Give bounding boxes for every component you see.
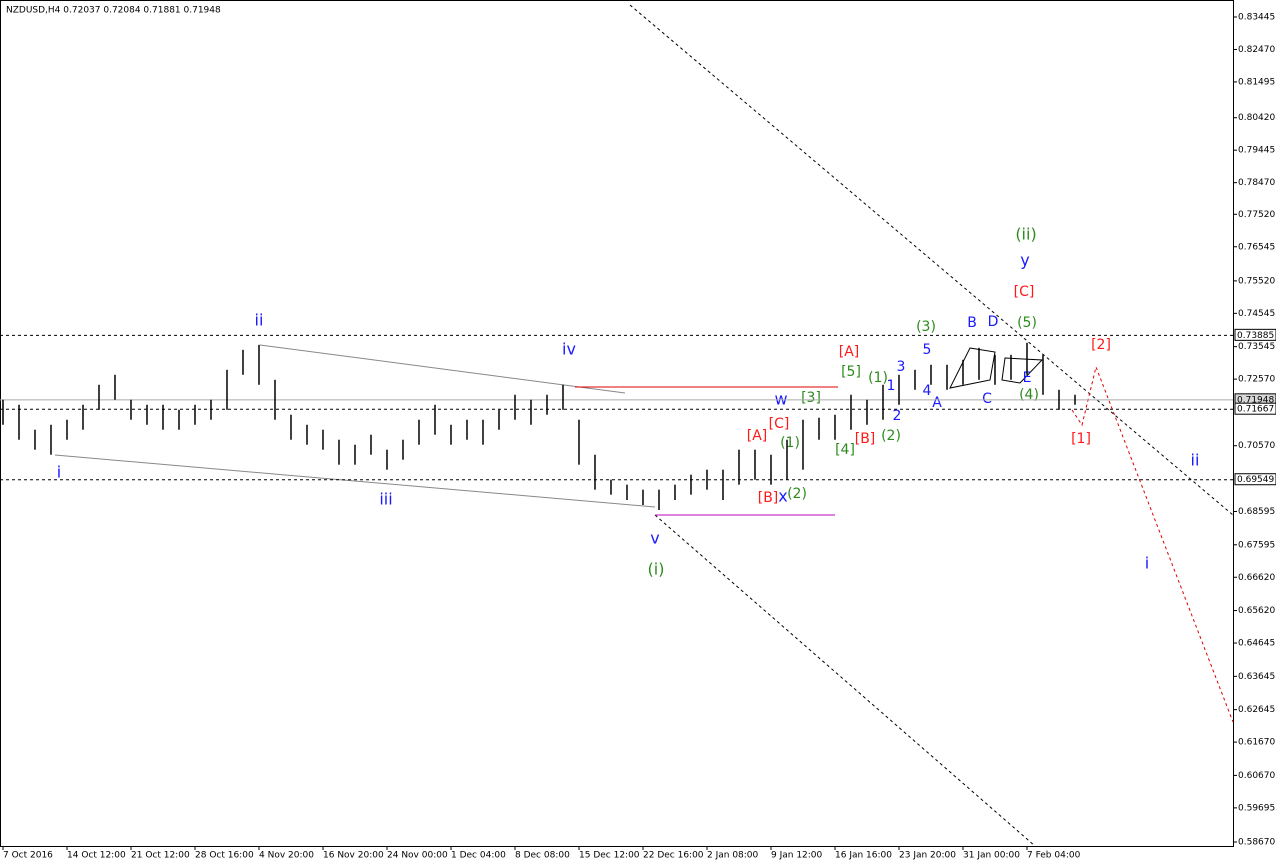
- y-tick-label: 0.62645: [1238, 705, 1275, 715]
- wave-label: 4: [923, 383, 932, 399]
- y-tick-label: 0.61670: [1238, 738, 1275, 748]
- level-label: 0.71667: [1237, 405, 1274, 415]
- wave-label: [5]: [841, 364, 861, 380]
- x-tick-label: 22 Dec 16:00: [643, 851, 704, 861]
- wave-label: i: [1145, 554, 1149, 573]
- wave-label: E: [1023, 370, 1032, 386]
- y-tick-label: 0.68595: [1238, 507, 1275, 517]
- chart-title: NZDUSD,H4 0.72037 0.72084 0.71881 0.7194…: [6, 6, 221, 16]
- level-box: [1234, 328, 1276, 341]
- wave-label: i: [57, 463, 61, 482]
- y-tick-label: 0.80420: [1238, 113, 1275, 123]
- y-tick-label: 0.78470: [1238, 178, 1275, 188]
- wave-label: (4): [1019, 387, 1039, 403]
- level-box: [1234, 402, 1276, 415]
- wave-label: C: [982, 391, 992, 407]
- y-tick-label: 0.82470: [1238, 45, 1275, 55]
- y-tick-label: 0.79445: [1238, 146, 1275, 156]
- y-tick-label: 0.58670: [1238, 838, 1275, 848]
- wave-label: (1): [780, 435, 800, 451]
- drawings: [54, 4, 1234, 847]
- x-tick-label: 2 Jan 08:00: [707, 851, 759, 861]
- triangle: [1001, 357, 1044, 384]
- wave-label: ii: [255, 311, 264, 330]
- wave-label: (5): [1017, 315, 1037, 331]
- wave-label: iii: [379, 490, 392, 509]
- y-tick-label: 0.65620: [1238, 606, 1275, 616]
- wave-label: (i): [648, 560, 665, 579]
- x-tick-label: 7 Oct 2016: [3, 851, 53, 861]
- y-tick-label: 0.60670: [1238, 771, 1275, 781]
- wave-label: (ii): [1015, 225, 1036, 244]
- wave-label: (2): [881, 428, 901, 444]
- x-tick-label: 1 Dec 04:00: [451, 851, 506, 861]
- y-tick-label: 0.83445: [1238, 12, 1275, 22]
- y-tick-label: 0.67595: [1238, 540, 1275, 550]
- y-tick-label: 0.59695: [1238, 803, 1275, 813]
- y-tick-label: 0.73545: [1238, 342, 1275, 352]
- y-tick-label: 0.72570: [1238, 375, 1275, 385]
- y-tick-label: 0.76545: [1238, 242, 1275, 252]
- wave-label: (2): [787, 486, 807, 502]
- x-tick-label: 8 Dec 08:00: [515, 851, 570, 861]
- x-tick-label: 7 Feb 04:00: [1027, 851, 1081, 861]
- y-tick-label: 0.74545: [1238, 309, 1275, 319]
- y-tick-label: 0.81495: [1238, 77, 1275, 87]
- wave-label: [1]: [1071, 431, 1091, 447]
- wave-label: v: [650, 529, 659, 548]
- y-tick-label: 0.63645: [1238, 672, 1275, 682]
- wave-label: 3: [897, 359, 906, 375]
- wave-label: 1: [887, 378, 896, 394]
- x-tick-label: 21 Oct 12:00: [131, 851, 190, 861]
- y-tick-label: 0.75520: [1238, 276, 1275, 286]
- wave-label: B: [967, 315, 977, 331]
- y-tick-label: 0.70570: [1238, 441, 1275, 451]
- wave-label: [3]: [801, 390, 821, 406]
- wave-label: [A]: [839, 344, 860, 360]
- x-tick-label: 24 Nov 00:00: [387, 851, 448, 861]
- wave-label: y: [1020, 251, 1029, 270]
- level-label: 0.73885: [1237, 331, 1274, 341]
- wave-label: D: [988, 314, 999, 330]
- wave-label: (3): [916, 319, 936, 335]
- x-tick-label: 15 Dec 12:00: [579, 851, 640, 861]
- x-tick-label: 28 Oct 16:00: [195, 851, 254, 861]
- x-tick-label: 23 Jan 20:00: [899, 851, 956, 861]
- trend-line: [259, 344, 626, 394]
- y-tick-label: 0.64645: [1238, 639, 1275, 649]
- wave-label: x: [778, 487, 787, 506]
- level-label: 0.69549: [1237, 475, 1274, 485]
- x-tick-label: 4 Nov 20:00: [259, 851, 314, 861]
- wave-labels: i ii iii iv v w x y 1 2 3 4 5 A B C D E …: [57, 225, 1200, 579]
- x-tick-label: 31 Jan 00:00: [963, 851, 1020, 861]
- wave-label: [C]: [1014, 284, 1035, 300]
- x-tick-label: 16 Nov 20:00: [323, 851, 384, 861]
- level-box: [1234, 473, 1276, 486]
- x-tick-label: 16 Jan 16:00: [835, 851, 892, 861]
- wave-label: [B]: [855, 431, 876, 447]
- y-tick-label: 0.66620: [1238, 573, 1275, 583]
- wave-label: 2: [893, 408, 902, 424]
- x-tick-label: 9 Jan 12:00: [771, 851, 823, 861]
- wave-label: [4]: [835, 442, 855, 458]
- wave-label: [B]: [758, 490, 779, 506]
- level-label: 0.71948: [1237, 395, 1274, 405]
- wave-label: [2]: [1091, 337, 1111, 353]
- wave-label: w: [774, 390, 787, 409]
- wave-label: ii: [1191, 451, 1200, 470]
- wave-label: [A]: [747, 428, 768, 444]
- wave-label: [C]: [769, 416, 790, 432]
- wave-label: iv: [562, 340, 576, 359]
- wave-label: 5: [923, 342, 932, 358]
- y-tick-label: 0.77520: [1238, 210, 1275, 220]
- x-tick-label: 14 Oct 12:00: [67, 851, 126, 861]
- triangle: [949, 347, 996, 389]
- plot-frame: [0, 0, 1234, 847]
- wave-label: A: [932, 395, 942, 411]
- trend-line: [54, 454, 656, 508]
- wave-label: (1): [868, 370, 888, 386]
